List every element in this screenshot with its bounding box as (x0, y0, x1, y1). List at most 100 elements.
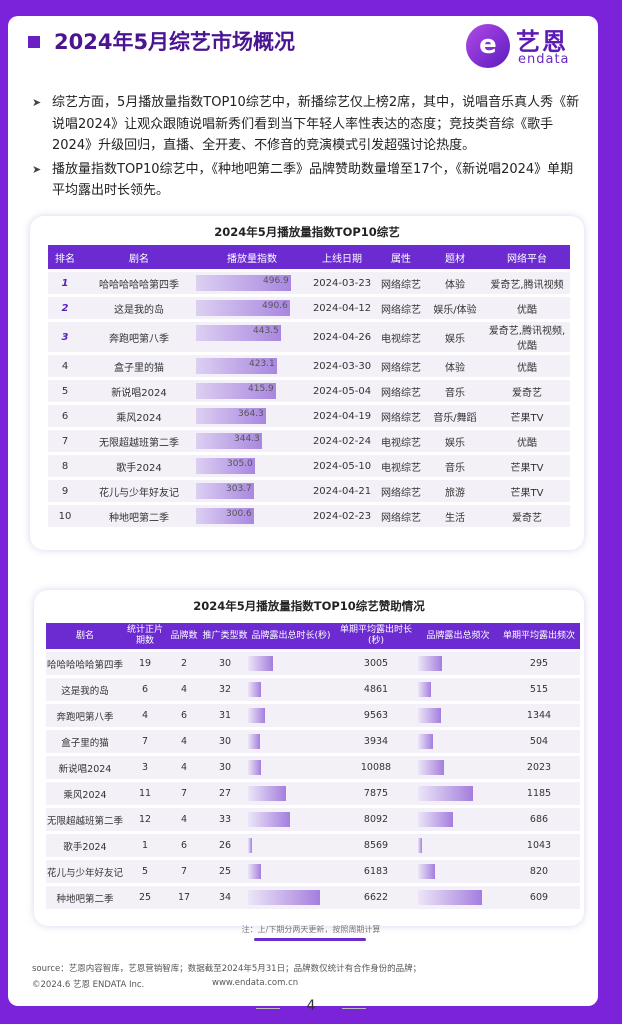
index-bar (196, 300, 290, 316)
episodes-cell: 3 (124, 756, 166, 779)
website-link[interactable]: www.endata.com.cn (212, 978, 299, 988)
table-row: 5 新说唱2024 415.9 2024-05-04 网络综艺 音乐 爱奇艺 (48, 380, 570, 402)
avg-frequency-cell: 820 (498, 860, 580, 883)
table-row: 哈哈哈哈哈第四季 19 2 30 3005 295 (46, 652, 580, 675)
divider-bar (254, 938, 366, 941)
date-cell: 2024-04-12 (308, 297, 376, 319)
title-marker (28, 36, 40, 48)
name-cell: 乘风2024 (82, 405, 196, 427)
platform-cell: 优酷 (484, 297, 570, 319)
types-cell: 30 (202, 730, 248, 753)
index-bar (196, 508, 254, 524)
index-bar (196, 483, 254, 499)
avg-duration-cell: 4861 (334, 678, 418, 701)
avg-frequency-cell: 609 (498, 886, 580, 909)
platform-cell: 芒果TV (484, 405, 570, 427)
avg-duration-cell: 8569 (334, 834, 418, 857)
genre-cell: 旅游 (426, 480, 484, 502)
types-cell: 30 (202, 652, 248, 675)
bullet-text: 播放量指数TOP10综艺中，《种地吧第二季》品牌赞助数量增至17个，《新说唱20… (52, 161, 574, 199)
avg-duration-cell: 10088 (334, 756, 418, 779)
index-cell: 490.6 (196, 297, 308, 319)
date-cell: 2024-04-19 (308, 405, 376, 427)
episodes-cell: 25 (124, 886, 166, 909)
total-duration-cell (248, 886, 334, 909)
avg-frequency-cell: 1043 (498, 834, 580, 857)
total-duration-cell (248, 782, 334, 805)
sponsorship-card: 2024年5月播放量指数TOP10综艺赞助情况 剧名 统计正片期数 品牌数 推广… (34, 590, 584, 926)
rank-cell: 6 (48, 405, 82, 427)
total-frequency-cell (418, 730, 498, 753)
total-frequency-cell (418, 782, 498, 805)
col-header: 统计正片期数 (124, 623, 166, 649)
types-cell: 34 (202, 886, 248, 909)
brands-cell: 7 (166, 860, 202, 883)
episodes-cell: 5 (124, 860, 166, 883)
index-value: 415.9 (248, 384, 274, 394)
table-row: 1 哈哈哈哈哈第四季 496.9 2024-03-23 网络综艺 体验 爱奇艺,腾讯视频 (48, 272, 570, 294)
index-cell: 303.7 (196, 480, 308, 502)
table-row: 歌手2024 1 6 26 8569 1043 (46, 834, 580, 857)
avg-frequency-cell: 1344 (498, 704, 580, 727)
rank-cell: 4 (48, 355, 82, 377)
date-cell: 2024-02-24 (308, 430, 376, 452)
types-cell: 31 (202, 704, 248, 727)
attr-cell: 网络综艺 (376, 380, 426, 402)
name-cell: 新说唱2024 (46, 756, 124, 779)
table1-title: 2024年5月播放量指数TOP10综艺 (214, 225, 400, 239)
logo-icon: e (466, 24, 510, 68)
rank-cell: 1 (48, 272, 82, 294)
types-cell: 33 (202, 808, 248, 831)
attr-cell: 网络综艺 (376, 505, 426, 527)
total-duration-bar (248, 786, 286, 801)
avg-frequency-cell: 295 (498, 652, 580, 675)
total-frequency-cell (418, 704, 498, 727)
total-duration-bar (248, 864, 261, 879)
total-frequency-bar (418, 786, 473, 801)
name-cell: 歌手2024 (82, 455, 196, 477)
bullet-text: 综艺方面，5月播放量指数TOP10综艺中，新播综艺仅上榜2席，其中，说唱音乐真人… (52, 95, 580, 153)
brands-cell: 6 (166, 834, 202, 857)
date-cell: 2024-05-10 (308, 455, 376, 477)
episodes-cell: 12 (124, 808, 166, 831)
col-header: 题材 (426, 245, 484, 269)
arrow-icon: ➤ (32, 162, 42, 176)
name-cell: 无限超越班第二季 (82, 430, 196, 452)
logo-en-text: endata (518, 52, 570, 67)
index-cell: 300.6 (196, 505, 308, 527)
table-row: 奔跑吧第八季 4 6 31 9563 1344 (46, 704, 580, 727)
rank-cell: 10 (48, 505, 82, 527)
total-frequency-cell (418, 808, 498, 831)
brands-cell: 4 (166, 678, 202, 701)
table-row: 3 奔跑吧第八季 443.5 2024-04-26 电视综艺 娱乐 爱奇艺,腾讯视频,优酷 (48, 322, 570, 352)
index-value: 305.0 (227, 459, 253, 469)
rank-cell: 5 (48, 380, 82, 402)
col-header: 播放量指数 (196, 245, 308, 269)
platform-cell: 芒果TV (484, 455, 570, 477)
brands-cell: 6 (166, 704, 202, 727)
table-header-row: 排名 剧名 播放量指数 上线日期 属性 题材 网络平台 (48, 245, 570, 269)
index-value: 364.3 (238, 409, 264, 419)
logo-cn-text: 艺恩 (516, 28, 568, 56)
name-cell: 种地吧第二季 (82, 505, 196, 527)
name-cell: 乘风2024 (46, 782, 124, 805)
col-header: 推广类型数 (202, 623, 248, 649)
platform-cell: 优酷 (484, 355, 570, 377)
types-cell: 26 (202, 834, 248, 857)
name-cell: 歌手2024 (46, 834, 124, 857)
table-row: 7 无限超越班第二季 344.3 2024-02-24 电视综艺 娱乐 优酷 (48, 430, 570, 452)
index-bar (196, 325, 281, 341)
page-header: 2024年5月综艺市场概况 e 艺恩 endata (18, 22, 578, 68)
total-frequency-bar (418, 890, 482, 905)
index-value: 300.6 (226, 509, 252, 519)
brands-cell: 7 (166, 782, 202, 805)
index-bar (196, 433, 262, 449)
platform-cell: 芒果TV (484, 480, 570, 502)
table2-title: 2024年5月播放量指数TOP10综艺赞助情况 (193, 599, 425, 613)
index-cell: 443.5 (196, 322, 308, 352)
date-cell: 2024-02-23 (308, 505, 376, 527)
index-cell: 344.3 (196, 430, 308, 452)
genre-cell: 音乐 (426, 455, 484, 477)
date-cell: 2024-05-04 (308, 380, 376, 402)
total-duration-bar (248, 760, 261, 775)
